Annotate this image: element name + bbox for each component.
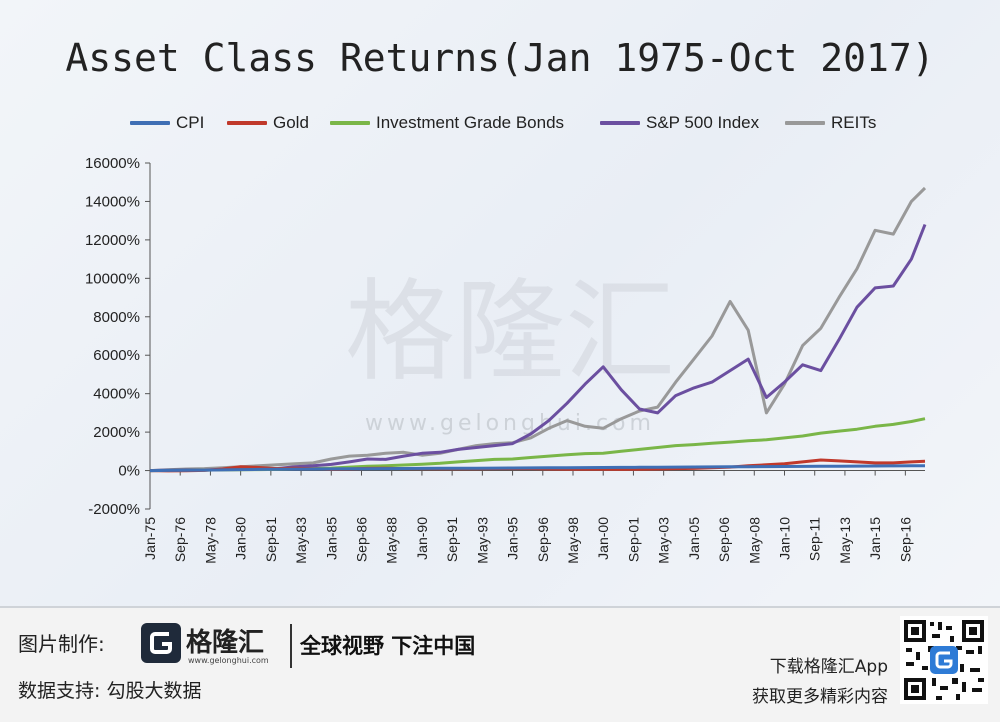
x-tick-label: Sep-86 [354, 517, 370, 562]
download-app-text: 下载格隆汇App [769, 657, 888, 677]
x-tick-label: Jan-15 [867, 517, 883, 560]
series-lines [149, 186, 927, 473]
logo-url: www.gelonghui.com [188, 656, 269, 665]
series-line-cpi [149, 464, 925, 473]
more-content-text: 获取更多精彩内容 [752, 687, 888, 707]
y-tick-label: 4000% [93, 386, 140, 403]
x-tick-label: May-03 [656, 517, 672, 564]
footer-divider [290, 624, 292, 668]
y-tick-label: 6000% [93, 347, 140, 364]
legend-swatch-bonds [330, 121, 370, 125]
x-tick-label: Sep-81 [263, 517, 279, 562]
x-tick-label: Sep-16 [897, 517, 913, 562]
slogan: 全球视野 下注中国 [300, 634, 476, 658]
x-tick-label: Jan-90 [414, 517, 430, 560]
x-tick-label: Jan-75 [142, 517, 158, 560]
x-tick-label: May-13 [837, 517, 853, 564]
x-tick-label: Sep-06 [716, 517, 732, 562]
y-tick-label: 2000% [93, 424, 140, 441]
legend-swatch-sp500 [600, 121, 640, 125]
x-tick-label: Sep-76 [172, 517, 188, 562]
y-tick-label: -2000% [88, 501, 140, 518]
chart-title: Asset Class Returns(Jan 1975-Oct 2017) [65, 36, 935, 80]
legend: CPI Gold Investment Grade Bonds S&P 500 … [0, 113, 1000, 135]
x-tick-label: Sep-01 [625, 517, 641, 562]
series-line-reits [149, 186, 927, 473]
footer: 图片制作: 格隆汇 www.gelonghui.com 全球视野 下注中国 数据… [0, 606, 1000, 722]
x-tick-label: Jan-80 [233, 517, 249, 560]
x-tick-label: Sep-96 [535, 517, 551, 562]
credit-label: 图片制作: [18, 632, 105, 656]
y-tick-label: 12000% [85, 232, 140, 249]
watermark-url: www.gelonghui.com [365, 411, 655, 436]
y-axis: -2000% 0% 2000% 4000% 6000% 8000% 10000% 12000%… [85, 155, 151, 518]
x-tick-label: Jan-10 [777, 517, 793, 560]
y-tick-label: 10000% [85, 270, 140, 287]
x-tick-label: Jan-05 [686, 517, 702, 560]
data-support: 数据支持: 勾股大数据 [18, 680, 202, 702]
y-tick-label: 0% [118, 463, 140, 480]
x-tick-label: May-93 [474, 517, 490, 564]
x-tick-label: Jan-85 [323, 517, 339, 560]
x-tick-label: Jan-00 [595, 517, 611, 560]
legend-item-reits: REITs [785, 113, 876, 133]
legend-label-cpi: CPI [176, 113, 205, 132]
x-tick-label: Sep-91 [444, 517, 460, 562]
x-axis: Jan-75 Sep-76 May-78 Jan-80 Sep-81 May-83 Jan-… [142, 470, 925, 564]
gelonghui-logo-icon [141, 623, 181, 663]
y-tick-label: 14000% [85, 193, 140, 210]
legend-swatch-cpi [130, 121, 170, 125]
y-tick-label: 8000% [93, 309, 140, 326]
legend-label-bonds: Investment Grade Bonds [376, 113, 565, 132]
logo-name: 格隆汇 [186, 628, 265, 658]
watermark: 格隆汇 www.gelonghui.com [345, 268, 675, 436]
line-chart: 格隆汇 www.gelonghui.com -2000% 0% 2000% 4000%… [85, 155, 927, 564]
x-tick-label: May-08 [746, 517, 762, 564]
x-tick-label: May-83 [293, 517, 309, 564]
qr-code-icon[interactable] [900, 616, 988, 704]
legend-item-sp500: S&P 500 Index [600, 113, 759, 133]
watermark-brand: 格隆汇 [345, 268, 675, 396]
legend-item-bonds: Investment Grade Bonds [330, 113, 564, 133]
x-tick-label: Jan-95 [505, 517, 521, 560]
legend-label-gold: Gold [273, 113, 309, 132]
legend-label-sp500: S&P 500 Index [646, 113, 760, 132]
x-tick-label: May-88 [384, 517, 400, 564]
legend-swatch-reits [785, 121, 825, 125]
x-tick-label: Sep-11 [807, 517, 823, 561]
legend-item-gold: Gold [227, 113, 309, 133]
x-tick-label: May-78 [202, 517, 218, 564]
y-tick-label: 16000% [85, 155, 140, 172]
legend-label-reits: REITs [831, 113, 877, 132]
x-tick-label: May-98 [565, 517, 581, 564]
legend-item-cpi: CPI [130, 113, 204, 133]
legend-swatch-gold [227, 121, 267, 125]
